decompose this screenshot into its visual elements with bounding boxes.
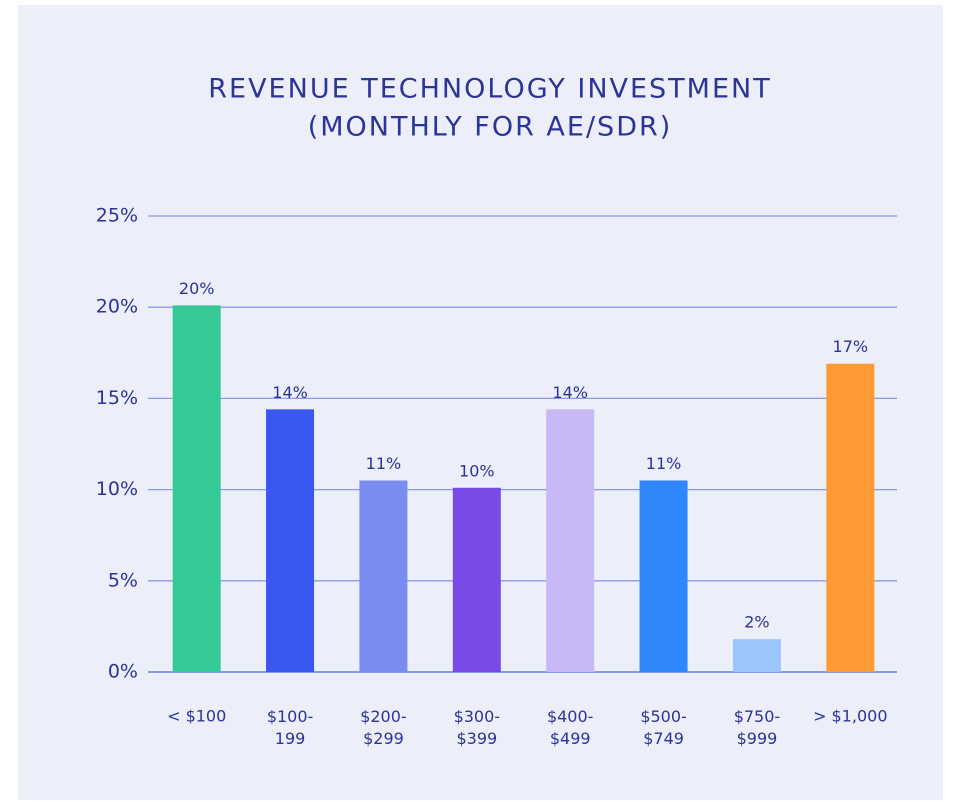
data-label: 11% [646,454,682,473]
x-tick-label: $750-$999 [734,707,781,748]
bar [172,305,221,672]
bar [732,639,781,672]
y-tick-label: 0% [108,661,138,683]
x-tick-label: $400-$499 [547,707,594,748]
x-tick-label: > $1,000 [813,707,887,726]
y-tick-label: 25% [96,205,138,227]
bar [266,409,315,672]
data-label: 14% [552,383,588,402]
bar [452,487,501,672]
y-tick-label: 15% [96,387,138,409]
bar [359,480,408,672]
y-tick-label: 10% [96,478,138,500]
data-label: 10% [459,461,495,480]
y-tick-label: 20% [96,296,138,318]
x-tick-label: < $100 [167,707,226,726]
data-label: 20% [179,279,215,298]
x-tick-label: $100-199 [267,707,314,748]
y-tick-label: 5% [108,569,138,591]
data-label: 11% [366,454,402,473]
bar [826,363,875,672]
x-tick-label: $300-$399 [454,707,501,748]
bar [639,480,688,672]
data-label: 17% [833,337,869,356]
x-tick-label: $500-$749 [640,707,687,748]
x-tick-label: $200-$299 [360,707,407,748]
data-label: 14% [272,383,308,402]
chart-title: (MONTHLY FOR AE/SDR) [308,112,673,143]
data-label: 2% [744,613,769,632]
chart-title: REVENUE TECHNOLOGY INVESTMENT [208,74,771,105]
bar [546,409,595,672]
